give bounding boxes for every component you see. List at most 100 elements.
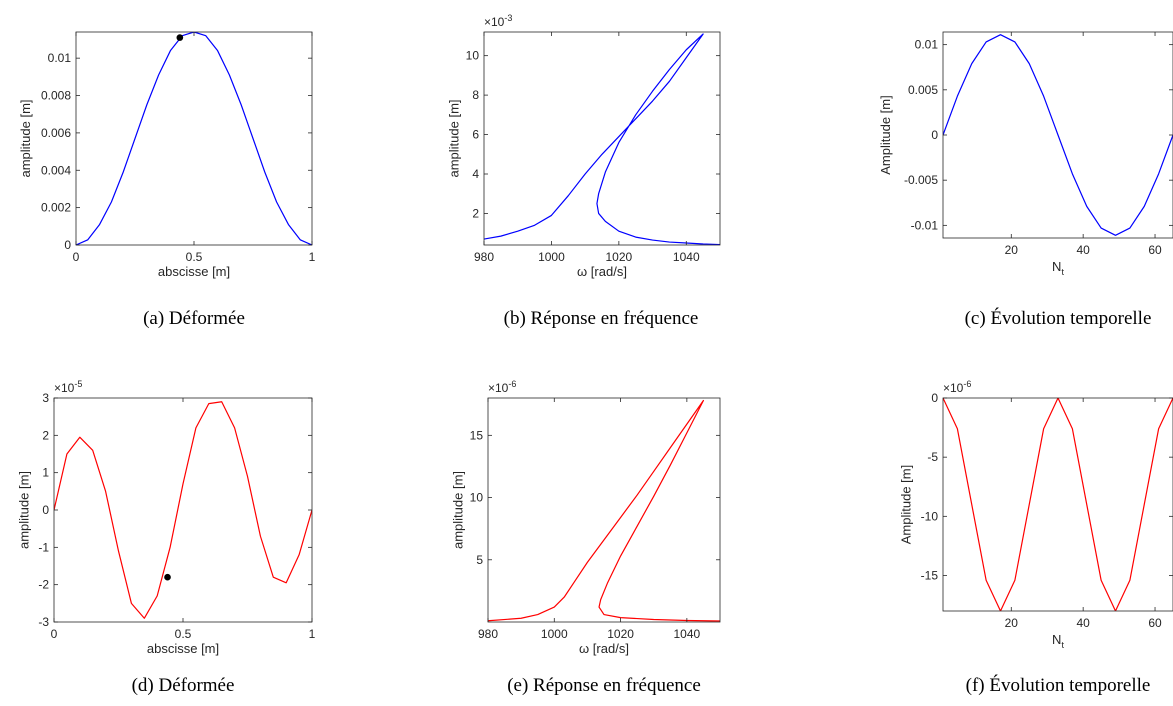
x-tick-label: 60 [1148,616,1162,630]
exponent-base: ×10 [943,381,964,395]
exponent-power: -3 [504,13,512,23]
exponent-power: -6 [508,379,516,389]
chart-panel-2: 980 1000 1020 1040 2 4 6 8 10 ×10-3 ω [rad/s] ampli… [446,13,721,329]
axes-box [53,397,313,623]
y-tick-label: -15 [921,569,939,583]
axis-exponent-label: ×10-5 [54,379,82,395]
axes-box [75,31,313,246]
y-tick-label: 3 [42,391,49,405]
y-axis-label: amplitude [m] [16,471,31,549]
y-tick-label: -1 [38,540,49,554]
y-tick-label: -5 [927,450,938,464]
exponent-base: ×10 [484,15,505,29]
y-tick-label: 5 [476,553,483,567]
y-tick-label: 0 [931,128,938,142]
x-axis-label: ω [rad/s] [577,264,627,279]
x-tick-label: 1040 [674,627,701,641]
y-tick-label: 1 [42,466,49,480]
y-tick-label: 0.005 [908,83,938,97]
y-tick-label: 10 [466,49,480,63]
series-line-1 [488,399,720,622]
axis-exponent-label: ×10-6 [943,379,971,395]
y-tick-label: 0 [931,391,938,405]
axes-box [487,397,721,623]
series-line-1 [76,32,312,245]
y-axis-label: amplitude [m] [450,471,465,549]
x-tick-label: 20 [1005,616,1019,630]
chart-panel-6: 20 40 60 -15 -10 -5 0 ×10-6 Nt Amplitude [m] (f) É… [899,379,1173,696]
x-tick-label: 0 [51,627,58,641]
y-axis-label: amplitude [m] [446,99,461,177]
exponent-base: ×10 [54,381,75,395]
x-tick-label: 1000 [538,250,565,264]
x-tick-label: 980 [474,250,494,264]
x-axis-label: ω [rad/s] [579,641,629,656]
y-axis-label: Amplitude [m] [899,465,914,544]
x-axis-label: Nt [1052,259,1064,277]
y-tick-label: 0.002 [41,201,71,215]
x-tick-label: 0.5 [175,627,192,641]
data-point-marker [164,573,171,581]
x-axis-label: abscisse [m] [158,264,230,279]
exponent-power: -6 [963,379,971,389]
y-tick-label: 0.006 [41,126,71,140]
subfigure-caption: (f) Évolution temporelle [966,674,1151,696]
y-axis-label: Amplitude [m] [878,95,893,174]
subfigure-caption: (c) Évolution temporelle [965,307,1152,329]
axis-exponent-label: ×10-6 [488,379,516,395]
x-tick-label: 0 [73,250,80,264]
data-point-marker [176,34,184,41]
x-axis-label: abscisse [m] [147,641,219,656]
y-tick-label: -0.005 [904,173,938,187]
x-tick-label: 0.5 [186,250,203,264]
axis-exponent-label: ×10-3 [484,13,512,29]
subfigure-caption: (a) Déformée [143,308,245,329]
y-tick-label: 10 [470,491,484,505]
y-tick-label: 0 [64,238,71,252]
y-tick-label: -2 [38,578,49,592]
subfigure-caption: (d) Déformée [132,675,235,696]
y-tick-label: -10 [921,509,939,523]
x-tick-label: 1 [309,250,316,264]
y-tick-label: 6 [472,128,479,142]
y-tick-label: 15 [470,428,484,442]
x-tick-label: 20 [1005,243,1019,257]
series-line-1 [484,33,720,245]
y-tick-label: 0.004 [41,163,71,177]
subfigure-caption: (b) Réponse en fréquence [504,308,699,329]
x-tick-label: 1020 [607,627,634,641]
axes-box [942,397,1173,612]
axes-box [483,31,721,246]
x-axis-label-main: N [1052,632,1061,647]
x-tick-label: 1000 [541,627,568,641]
chart-panel-1: 0 0.5 1 0 0.002 0.004 0.006 0.008 0.01 abscisse [… [18,31,316,329]
y-tick-label: 2 [42,428,49,442]
chart-panel-3: 20 40 60 -0.01 -0.005 0 0.005 0.01 Nt Amplitude [… [878,31,1173,329]
x-axis-label-main: N [1052,259,1061,274]
y-tick-label: 4 [472,167,479,181]
exponent-power: -5 [74,379,82,389]
x-tick-label: 40 [1076,243,1090,257]
y-tick-label: 2 [472,206,479,220]
y-tick-label: 8 [472,88,479,102]
x-tick-label: 40 [1076,616,1090,630]
x-tick-label: 1040 [673,250,700,264]
x-axis-label-subscript: t [1061,640,1064,650]
x-tick-label: 1 [309,627,316,641]
y-tick-label: -3 [38,615,49,629]
y-tick-label: 0.01 [915,38,939,52]
series-line-1 [54,401,312,619]
exponent-base: ×10 [488,381,509,395]
x-axis-label-subscript: t [1061,267,1064,277]
y-tick-label: 0.008 [41,89,71,103]
y-tick-label: -0.01 [911,218,939,232]
series-line-1 [943,34,1173,236]
series-line-1 [943,398,1173,611]
y-axis-label: amplitude [m] [18,99,33,177]
x-tick-label: 1020 [606,250,633,264]
y-tick-label: 0 [42,503,49,517]
x-axis-label: Nt [1052,632,1064,650]
y-tick-label: 0.01 [48,51,72,65]
x-tick-label: 980 [478,627,498,641]
